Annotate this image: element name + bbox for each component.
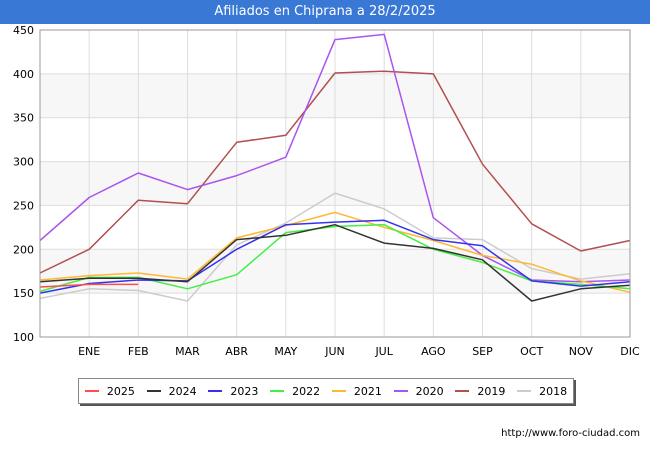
series-line-2024	[39, 223, 631, 302]
x-tick-label: OCT	[520, 345, 543, 358]
plot-border	[39, 29, 631, 338]
legend-label: 2025	[106, 384, 135, 398]
x-tick-label: JUN	[324, 345, 345, 358]
legend-label: 2018	[539, 384, 568, 398]
x-tick-label: SEP	[472, 345, 493, 358]
legend-item-2024: 2024	[146, 384, 197, 398]
x-tick-label: JUL	[374, 345, 393, 358]
x-tick-label: FEB	[128, 345, 149, 358]
legend-item-2022: 2022	[270, 385, 320, 398]
source-watermark: http://www.foro-ciudad.com	[501, 428, 640, 439]
y-tick-label: 400	[13, 68, 34, 81]
x-tick-label: AGO	[421, 345, 446, 358]
y-tick-label: 200	[13, 243, 34, 256]
series-line-2021	[39, 211, 631, 294]
y-tick-label: 100	[13, 331, 34, 344]
legend-item-2018: 2018	[517, 385, 567, 398]
legend-swatch	[393, 390, 408, 392]
legend-label: 2022	[292, 384, 321, 398]
y-tick-label: 300	[13, 156, 34, 169]
legend: 2025 2024 2023 2022 2021 2020 2019 2018	[78, 378, 574, 404]
x-tick-label: ABR	[225, 345, 248, 358]
x-tick-label: MAY	[274, 345, 297, 358]
y-tick-labels: 100 150 200 250 300 350 400 450	[13, 24, 34, 344]
x-tick-label: NOV	[569, 345, 594, 358]
legend-item-2019: 2019	[455, 385, 505, 398]
legend-item-2025: 2025	[84, 384, 135, 398]
series-line-2023	[39, 219, 631, 294]
y-tick-label: 150	[13, 287, 34, 300]
x-tick-label: MAR	[175, 345, 200, 358]
series-lines	[39, 33, 631, 302]
legend-label: 2020	[415, 384, 444, 398]
legend-swatch	[517, 390, 532, 392]
legend-item-2020: 2020	[393, 384, 444, 398]
series-line-2019	[39, 70, 631, 274]
x-tick-label: ENE	[78, 345, 100, 358]
legend-label: 2021	[353, 384, 382, 398]
legend-swatch	[455, 390, 470, 392]
y-tick-label: 350	[13, 112, 34, 125]
legend-label: 2023	[230, 384, 259, 398]
legend-swatch	[270, 390, 285, 392]
legend-swatch	[331, 390, 346, 392]
legend-label: 2019	[477, 384, 506, 398]
legend-item-2021: 2021	[331, 384, 382, 398]
legend-label: 2024	[168, 384, 197, 398]
legend-swatch	[84, 390, 99, 392]
x-tick-label: DIC	[620, 345, 640, 358]
x-tick-labels: ENE FEB MAR ABR MAY JUN JUL AGO SEP OCT NOV DIC	[78, 345, 640, 358]
axes	[39, 29, 631, 338]
legend-item-2023: 2023	[208, 385, 258, 398]
legend-swatch	[146, 390, 161, 392]
chart-title: Afiliados en Chiprana a 28/2/2025	[0, 0, 650, 24]
series-line-2018	[39, 192, 631, 302]
series-line-2025	[39, 283, 139, 288]
y-tick-label: 450	[13, 24, 34, 37]
y-tick-label: 250	[13, 199, 34, 212]
line-chart: 100 150 200 250 300 350 400 450 ENE FEB MAR ABR MAY…	[13, 24, 640, 358]
legend-swatch	[208, 390, 223, 392]
